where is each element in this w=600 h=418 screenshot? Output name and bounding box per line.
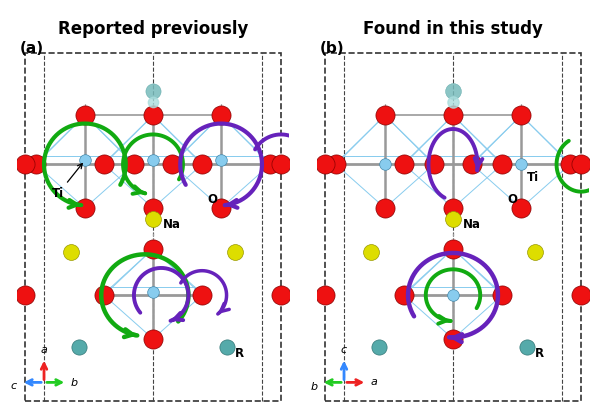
- Text: Ti: Ti: [52, 163, 82, 200]
- Point: [80, 157, 89, 164]
- Point: [576, 161, 586, 168]
- Point: [530, 248, 539, 255]
- Point: [448, 216, 458, 222]
- Point: [276, 161, 286, 168]
- Point: [448, 245, 458, 252]
- Text: Na: Na: [163, 219, 181, 232]
- Point: [331, 161, 341, 168]
- Point: [380, 161, 389, 168]
- Point: [448, 98, 458, 105]
- Text: (b): (b): [319, 41, 344, 56]
- Point: [380, 205, 389, 212]
- Point: [99, 292, 109, 298]
- Text: R: R: [535, 347, 544, 359]
- Point: [148, 205, 158, 212]
- Point: [448, 205, 458, 212]
- Text: Na: Na: [463, 219, 481, 232]
- Point: [167, 161, 177, 168]
- Point: [20, 292, 30, 298]
- Point: [197, 292, 207, 298]
- Text: $a$: $a$: [370, 377, 378, 387]
- Point: [522, 344, 532, 350]
- Point: [129, 161, 139, 168]
- Point: [448, 336, 458, 342]
- Text: $c$: $c$: [10, 382, 18, 392]
- Point: [399, 292, 409, 298]
- Point: [399, 161, 409, 168]
- Point: [74, 344, 84, 350]
- Text: $b$: $b$: [70, 376, 79, 388]
- Point: [320, 161, 330, 168]
- Point: [31, 161, 41, 168]
- Point: [80, 205, 89, 212]
- Text: O: O: [508, 193, 517, 206]
- Point: [448, 292, 458, 298]
- Point: [80, 112, 89, 119]
- Point: [448, 87, 458, 94]
- Point: [148, 216, 158, 222]
- Point: [148, 98, 158, 105]
- Text: $b$: $b$: [310, 380, 318, 393]
- Point: [67, 248, 76, 255]
- Point: [230, 248, 239, 255]
- Point: [148, 112, 158, 119]
- Point: [148, 289, 158, 296]
- Point: [20, 161, 30, 168]
- Text: $c$: $c$: [340, 345, 348, 355]
- Point: [497, 292, 507, 298]
- Title: Found in this study: Found in this study: [363, 20, 543, 38]
- Point: [576, 292, 586, 298]
- Point: [276, 292, 286, 298]
- Point: [497, 161, 507, 168]
- Point: [517, 161, 526, 168]
- Point: [448, 112, 458, 119]
- Point: [148, 336, 158, 342]
- Point: [367, 248, 376, 255]
- Point: [148, 245, 158, 252]
- Text: Ti: Ti: [527, 171, 539, 184]
- Point: [517, 205, 526, 212]
- Point: [148, 157, 158, 164]
- Point: [374, 344, 384, 350]
- Point: [99, 161, 109, 168]
- Point: [217, 112, 226, 119]
- Point: [217, 205, 226, 212]
- Point: [217, 157, 226, 164]
- Point: [222, 344, 232, 350]
- Point: [197, 161, 207, 168]
- Text: (a): (a): [19, 41, 44, 56]
- Point: [517, 112, 526, 119]
- Point: [320, 292, 330, 298]
- Title: Reported previously: Reported previously: [58, 20, 248, 38]
- Point: [467, 161, 477, 168]
- Text: R: R: [235, 347, 244, 359]
- Text: $a$: $a$: [40, 345, 48, 355]
- Text: O: O: [208, 193, 217, 206]
- Point: [429, 161, 439, 168]
- Point: [265, 161, 275, 168]
- Point: [565, 161, 575, 168]
- Point: [380, 112, 389, 119]
- Point: [148, 87, 158, 94]
